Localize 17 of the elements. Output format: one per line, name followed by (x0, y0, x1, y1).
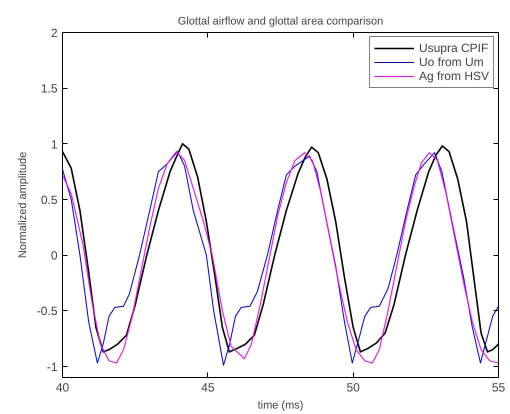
y-tick-label: -0.5 (36, 304, 58, 318)
x-tick-label: 45 (201, 380, 215, 394)
x-tick-label: 40 (56, 380, 70, 394)
legend-label: Usupra CPIF (418, 41, 488, 55)
y-axis-title: Normalized amplitude (16, 152, 29, 258)
x-tick-label: 50 (346, 380, 360, 394)
legend-label: Uo from Um (418, 55, 484, 69)
x-tick-label: 55 (492, 380, 506, 394)
legend-label: Ag from HSV (418, 69, 489, 83)
y-tick-label: 1 (50, 137, 58, 152)
y-tick-label: 0 (50, 248, 58, 263)
y-tick-label: 0.5 (40, 192, 58, 207)
y-tick-label: 1.5 (40, 82, 58, 96)
x-axis-title: time (ms) (258, 400, 304, 412)
chart-title: Glottal airflow and glottal area comparison (178, 16, 384, 28)
y-tick-label: 2 (50, 26, 58, 40)
y-tick-label: -1 (46, 360, 58, 374)
